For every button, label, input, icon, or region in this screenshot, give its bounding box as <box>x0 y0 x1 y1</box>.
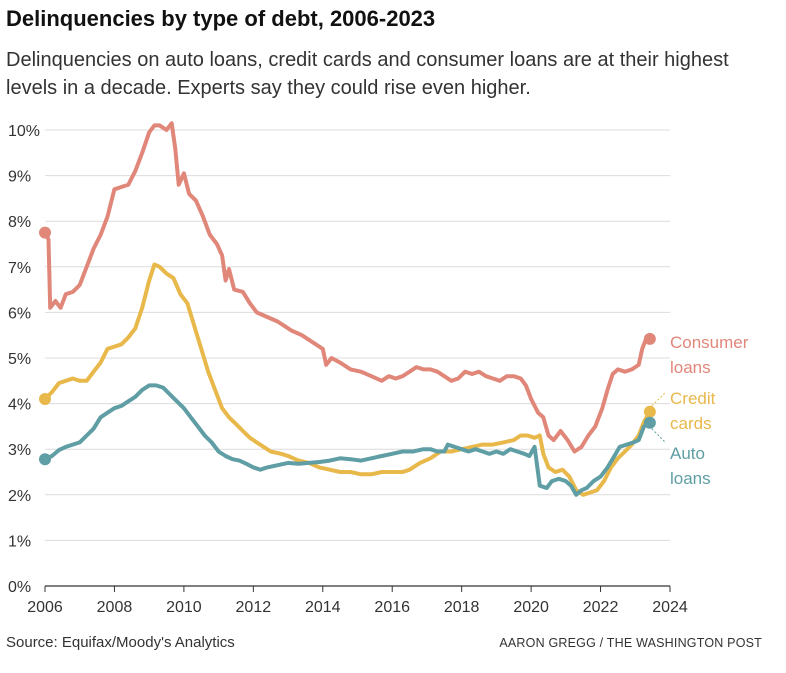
y-tick-label: 5% <box>8 351 31 368</box>
y-tick-label: 2% <box>8 488 31 505</box>
auto-loans-label: Auto <box>670 444 705 463</box>
y-tick-label: 8% <box>8 214 31 231</box>
credit-cards-end-dot <box>643 405 656 418</box>
x-tick-label: 2008 <box>97 599 133 616</box>
credit-cards-label: cards <box>670 414 712 433</box>
y-tick-label: 4% <box>8 397 31 414</box>
source-note: Source: Equifax/Moody's Analytics <box>6 634 235 651</box>
x-tick-label: 2006 <box>27 599 63 616</box>
x-tick-label: 2014 <box>305 599 341 616</box>
consumer-loans-label: loans <box>670 358 711 377</box>
grid-lines <box>45 129 670 587</box>
auto-loans-label: loans <box>670 469 711 488</box>
x-tick-label: 2024 <box>652 599 688 616</box>
credit-line: AARON GREGG / THE WASHINGTON POST <box>499 636 762 650</box>
y-tick-label: 7% <box>8 260 31 277</box>
consumer-loans-end-dot <box>643 332 656 345</box>
consumer-loans-label: Consumer <box>670 333 749 352</box>
consumer-loans-line <box>43 121 652 454</box>
x-tick-label: 2018 <box>444 599 480 616</box>
chart-subtitle: Delinquencies on auto loans, credit card… <box>6 49 729 99</box>
y-tick-label: 3% <box>8 442 31 459</box>
series-labels: Consumer loans Credit cards Auto loans <box>651 333 749 488</box>
consumer-loans-start-dot <box>39 226 51 239</box>
auto-loans-end-dot <box>643 416 656 429</box>
credit-cards-leader <box>651 391 667 407</box>
x-axis-ticks: 2006 2008 2010 2012 2014 2016 2018 2020 2022 2024 <box>27 586 688 616</box>
series-group <box>39 121 656 497</box>
y-tick-label: 9% <box>8 169 31 186</box>
credit-cards-start-dot <box>39 393 51 406</box>
auto-loans-leader <box>651 428 667 444</box>
credit-cards-label: Credit <box>670 389 716 408</box>
chart-title: Delinquencies by type of debt, 2006-2023 <box>6 6 436 31</box>
y-tick-label: 10% <box>8 123 40 140</box>
x-tick-label: 2020 <box>513 599 549 616</box>
x-tick-label: 2012 <box>236 599 272 616</box>
x-tick-label: 2022 <box>583 599 619 616</box>
x-tick-label: 2016 <box>374 599 410 616</box>
auto-loans-line <box>43 383 652 497</box>
y-tick-label: 1% <box>8 533 31 550</box>
y-axis-ticks: 0% 1% 2% 3% 4% 5% 6% 7% 8% 9% 10% <box>8 123 40 596</box>
y-tick-label: 0% <box>8 579 31 596</box>
auto-loans-start-dot <box>39 453 51 466</box>
y-tick-label: 6% <box>8 305 31 322</box>
credit-cards-line <box>43 262 652 497</box>
x-tick-label: 2010 <box>166 599 202 616</box>
